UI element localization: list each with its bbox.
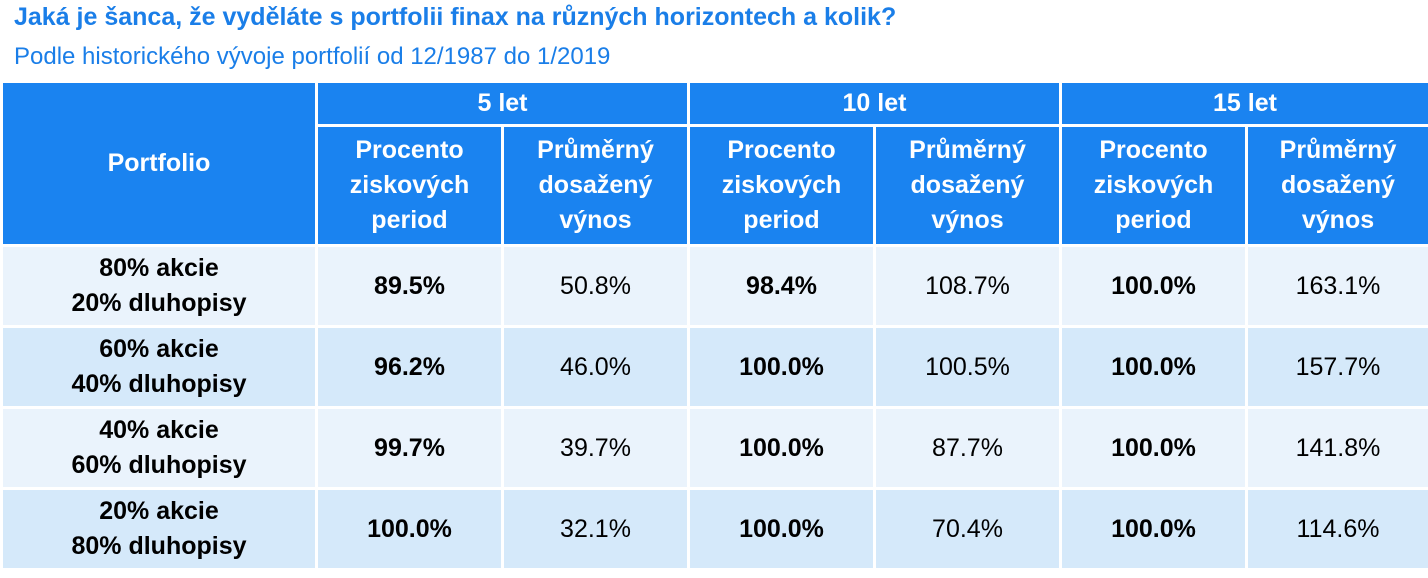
table-row: 40% akcie 60% dluhopisy 99.7% 39.7% 100.… xyxy=(0,406,1428,490)
header-text-line: dosažený xyxy=(910,171,1025,199)
cell-avg-10: 87.7% xyxy=(873,406,1062,490)
cell-percent-15: 100.0% xyxy=(1059,325,1248,409)
header-text-line: Procento xyxy=(1099,136,1208,164)
page-subtitle: Podle historického vývoje portfolií od 1… xyxy=(14,43,611,70)
header-row-horizons: Portfolio 5 let 10 let 15 let xyxy=(0,80,1428,247)
header-text-line: dosažený xyxy=(1281,171,1395,199)
header-percent-5: Procento ziskových period xyxy=(315,124,504,247)
header-row-metrics: Procento ziskových period Průměrný dosaž… xyxy=(2,124,1428,247)
portfolio-label-line: 40% dluhopisy xyxy=(71,370,247,398)
portfolio-label-line: 80% akcie xyxy=(99,254,219,282)
cell-avg-15: 157.7% xyxy=(1245,325,1428,409)
portfolio-label-line: 40% akcie xyxy=(99,416,219,444)
portfolio-label: 80% akcie 20% dluhopisy xyxy=(0,244,318,328)
cell-percent-10: 100.0% xyxy=(687,406,876,490)
header-text-line: Průměrný xyxy=(537,136,654,164)
header-avg-5: Průměrný dosažený výnos xyxy=(501,124,690,247)
table-row: 60% akcie 40% dluhopisy 96.2% 46.0% 100.… xyxy=(0,325,1428,409)
portfolio-label: 60% akcie 40% dluhopisy xyxy=(0,325,318,409)
table-row: 80% akcie 20% dluhopisy 89.5% 50.8% 98.4… xyxy=(0,244,1428,328)
header-text-line: Průměrný xyxy=(909,136,1026,164)
portfolio-label: 40% akcie 60% dluhopisy xyxy=(0,406,318,490)
header-portfolio: Portfolio xyxy=(0,80,318,247)
header-horizon-10: 10 let xyxy=(687,80,1062,127)
portfolio-label-line: 80% dluhopisy xyxy=(71,532,247,560)
cell-avg-5: 50.8% xyxy=(501,244,690,328)
cell-percent-15: 100.0% xyxy=(1059,487,1248,571)
table-row: 20% akcie 80% dluhopisy 100.0% 32.1% 100… xyxy=(0,487,1428,571)
cell-percent-10: 100.0% xyxy=(687,487,876,571)
header-text-line: ziskových xyxy=(1093,171,1214,199)
cell-percent-5: 96.2% xyxy=(315,325,504,409)
header-horizon-5: 5 let xyxy=(315,80,690,127)
portfolio-label-line: 20% akcie xyxy=(99,497,219,525)
cell-percent-5: 100.0% xyxy=(315,487,504,571)
header-text-line: period xyxy=(743,206,820,234)
cell-percent-10: 100.0% xyxy=(687,325,876,409)
header-text-line: výnos xyxy=(559,206,632,234)
header-text-line: výnos xyxy=(1301,206,1375,234)
header-avg-10: Průměrný dosažený výnos xyxy=(873,124,1062,247)
cell-avg-15: 141.8% xyxy=(1245,406,1428,490)
header-text-line: výnos xyxy=(931,206,1004,234)
header-horizon-15: 15 let xyxy=(1059,80,1428,127)
cell-avg-10: 108.7% xyxy=(873,244,1062,328)
cell-avg-5: 46.0% xyxy=(501,325,690,409)
cell-avg-5: 39.7% xyxy=(501,406,690,490)
header-percent-10: Procento ziskových period xyxy=(687,124,876,247)
header-avg-15: Průměrný dosažený výnos xyxy=(1245,124,1428,247)
header-text-line: ziskových xyxy=(721,171,842,199)
cell-percent-15: 100.0% xyxy=(1059,406,1248,490)
portfolio-label-line: 60% dluhopisy xyxy=(71,451,247,479)
portfolio-label: 20% akcie 80% dluhopisy xyxy=(0,487,318,571)
results-table: Portfolio 5 let 10 let 15 let Procento z… xyxy=(0,80,1428,571)
cell-percent-5: 89.5% xyxy=(315,244,504,328)
header-text-line: Průměrný xyxy=(1279,136,1397,164)
header-text-line: Procento xyxy=(355,136,464,164)
portfolio-label-line: 20% dluhopisy xyxy=(71,289,247,317)
cell-percent-5: 99.7% xyxy=(315,406,504,490)
cell-avg-10: 70.4% xyxy=(873,487,1062,571)
header-text-line: ziskových xyxy=(349,171,470,199)
cell-percent-10: 98.4% xyxy=(687,244,876,328)
cell-avg-15: 114.6% xyxy=(1245,487,1428,571)
header-percent-15: Procento ziskových period xyxy=(1059,124,1248,247)
cell-percent-15: 100.0% xyxy=(1059,244,1248,328)
cell-avg-10: 100.5% xyxy=(873,325,1062,409)
portfolio-label-line: 60% akcie xyxy=(99,335,219,363)
header-text-line: period xyxy=(371,206,448,234)
cell-avg-5: 32.1% xyxy=(501,487,690,571)
header-text-line: period xyxy=(1115,206,1192,234)
header-text-line: Procento xyxy=(727,136,836,164)
header-text-line: dosažený xyxy=(538,171,653,199)
page-title: Jaká je šanca, že vyděláte s portfolii f… xyxy=(14,3,897,31)
cell-avg-15: 163.1% xyxy=(1245,244,1428,328)
